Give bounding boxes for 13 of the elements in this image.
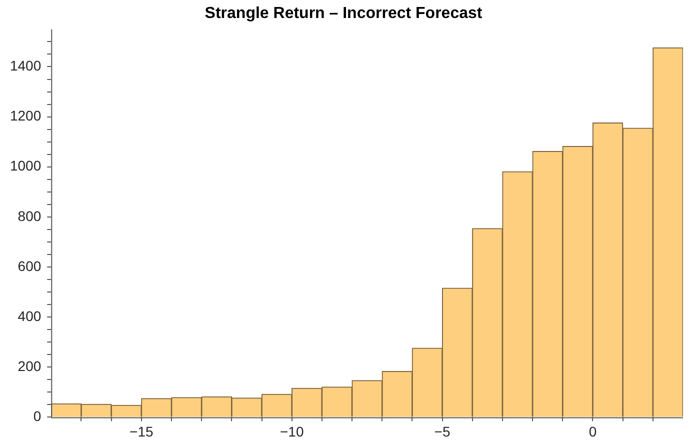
x-tick-label: −15 xyxy=(130,423,154,440)
chart-title: Strangle Return – Incorrect Forecast xyxy=(204,5,483,22)
y-tick-label: 200 xyxy=(18,358,42,374)
x-tick-label: −5 xyxy=(434,423,450,440)
y-tick-label: 1000 xyxy=(10,158,42,174)
y-tick-label: 1400 xyxy=(10,58,42,74)
y-tick-label: 400 xyxy=(18,308,42,324)
y-tick-label: 800 xyxy=(18,208,42,224)
y-tick-label: 600 xyxy=(18,258,42,274)
x-tick-label: 0 xyxy=(588,423,597,440)
y-tick-label: 1200 xyxy=(10,108,42,124)
y-tick-label: 0 xyxy=(33,408,42,424)
x-tick-label: −10 xyxy=(280,423,304,440)
